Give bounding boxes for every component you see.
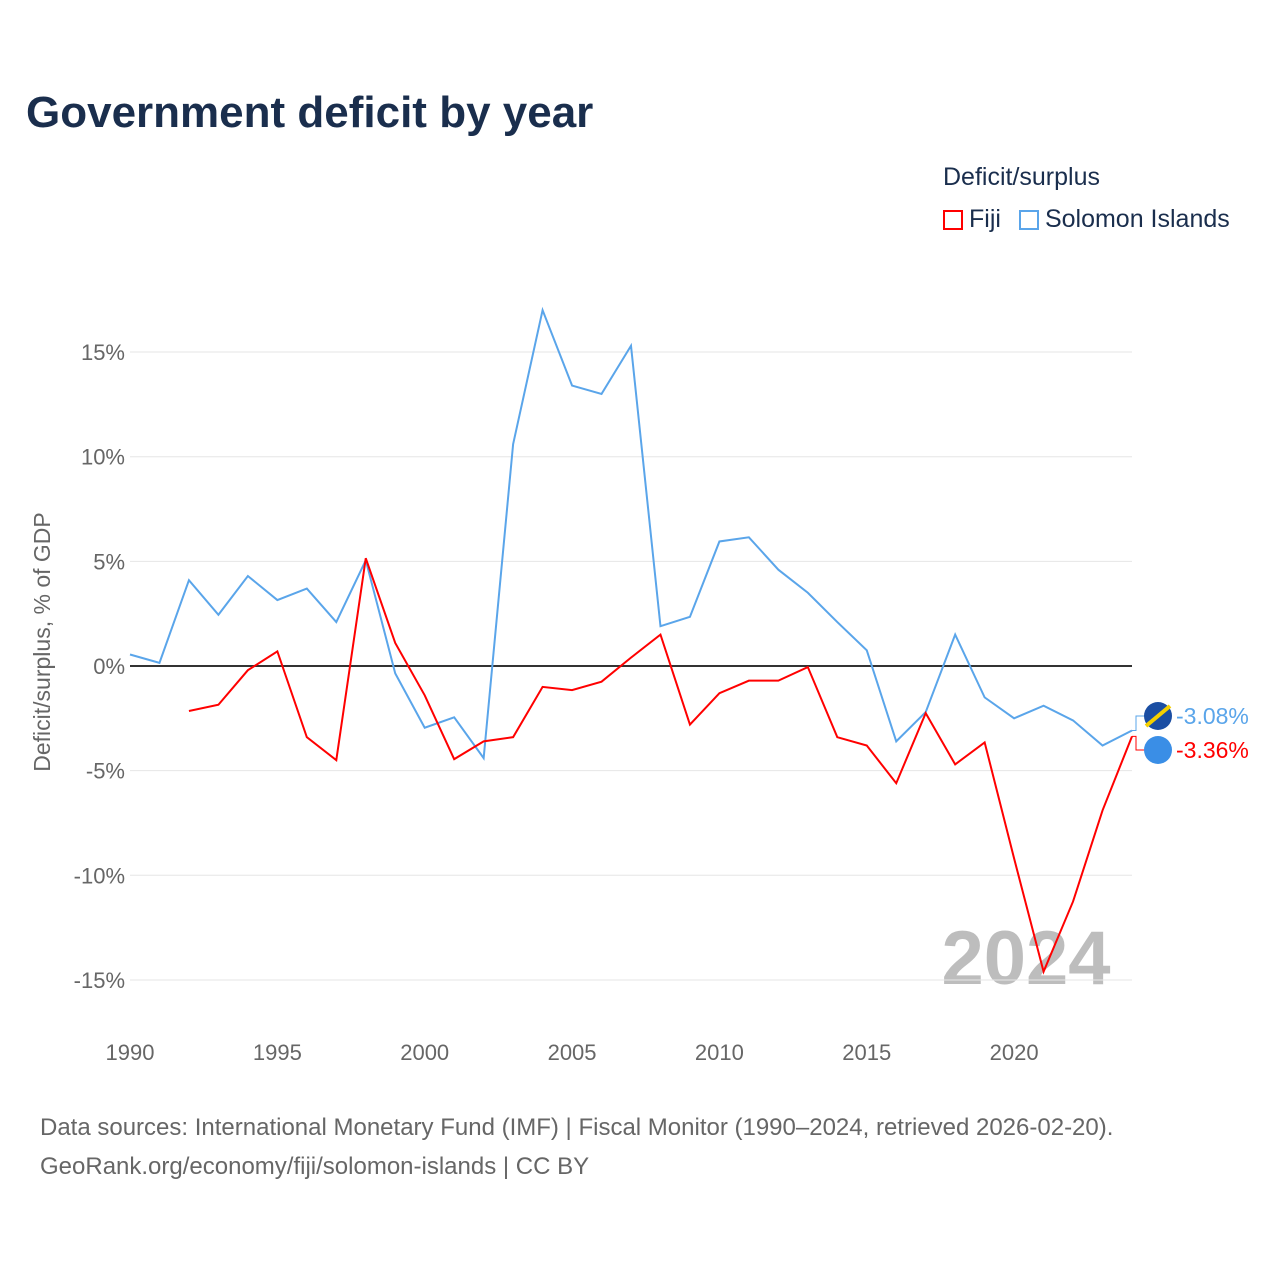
y-axis-label: Deficit/surplus, % of GDP bbox=[29, 512, 55, 771]
end-value-label: -3.08% bbox=[1176, 703, 1249, 729]
legend: Fiji Solomon Islands bbox=[943, 205, 1230, 234]
source-note: Data sources: International Monetary Fun… bbox=[40, 1108, 1113, 1186]
x-tick-label: 2000 bbox=[400, 1040, 449, 1065]
x-tick-label: 1990 bbox=[106, 1040, 155, 1065]
x-tick-label: 2020 bbox=[990, 1040, 1039, 1065]
legend-swatch-solomon bbox=[1018, 209, 1039, 230]
plot-area: 2024 Deficit/surplus, % of GDP 15% 10% 5% 0… bbox=[29, 306, 1249, 1065]
y-tick-label: 5% bbox=[93, 549, 125, 574]
series-line-fiji bbox=[188, 557, 1133, 975]
x-tick-label: 2005 bbox=[548, 1040, 597, 1065]
legend-label: Fiji bbox=[969, 205, 1001, 233]
legend-swatch-fiji bbox=[943, 209, 963, 230]
chart-title: Government deficit by year bbox=[26, 88, 594, 137]
end-value-label: -3.36% bbox=[1176, 737, 1249, 763]
y-tick-label: -10% bbox=[74, 863, 125, 888]
legend-label: Solomon Islands bbox=[1044, 205, 1230, 233]
y-tick-label: -15% bbox=[74, 968, 125, 993]
end-connector bbox=[1132, 715, 1146, 731]
y-tick-label: 0% bbox=[93, 654, 125, 679]
legend-item-fiji[interactable]: Fiji bbox=[943, 205, 1001, 234]
source-line-2[interactable]: GeoRank.org/economy/fiji/solomon-islands… bbox=[40, 1153, 590, 1180]
source-line-1: Data sources: International Monetary Fun… bbox=[40, 1114, 1114, 1141]
y-tick-label: -5% bbox=[86, 759, 125, 784]
flag-icon-fiji bbox=[1144, 736, 1172, 764]
y-tick-label: 15% bbox=[81, 340, 125, 365]
y-tick-label: 10% bbox=[81, 445, 125, 470]
x-tick-label: 1995 bbox=[253, 1040, 302, 1065]
watermark-year: 2024 bbox=[941, 916, 1110, 1001]
x-tick-label: 2015 bbox=[842, 1040, 891, 1065]
flag-stripe bbox=[1144, 704, 1172, 728]
legend-item-solomon-islands[interactable]: Solomon Islands bbox=[1018, 205, 1230, 234]
legend-title: Deficit/surplus bbox=[943, 163, 1100, 191]
end-connector bbox=[1132, 735, 1146, 751]
series-line-solomon-islands bbox=[129, 306, 1133, 761]
x-tick-label: 2010 bbox=[695, 1040, 744, 1065]
